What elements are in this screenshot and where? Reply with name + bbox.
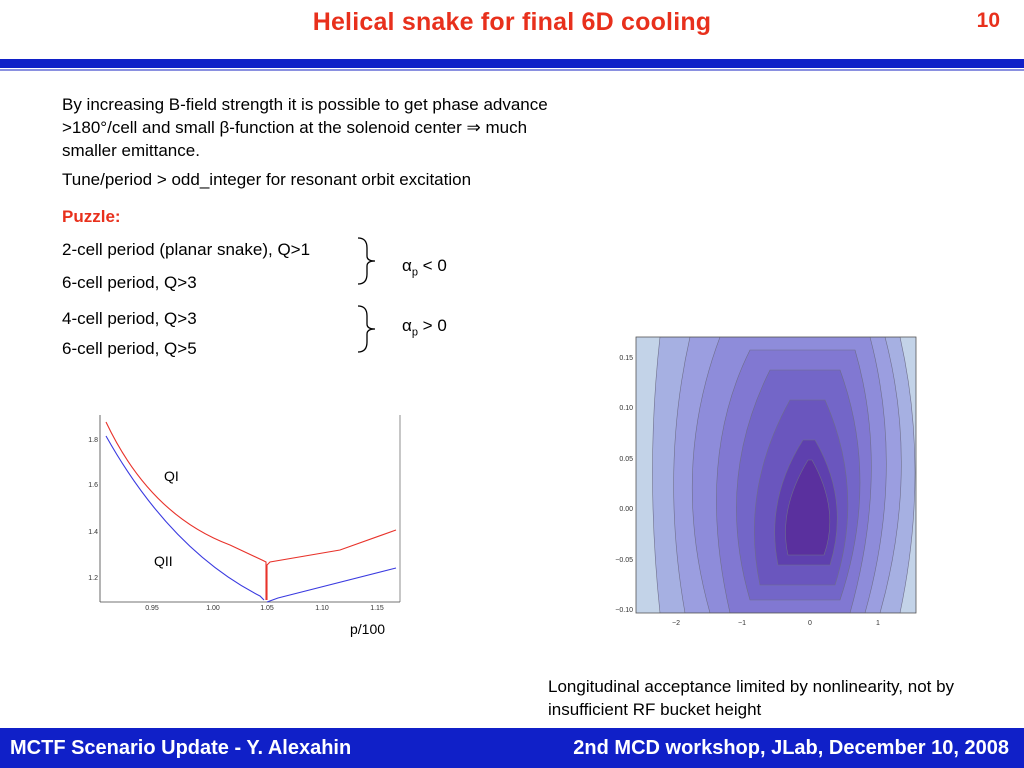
- footer-bar: MCTF Scenario Update - Y. Alexahin 2nd M…: [0, 728, 1024, 768]
- bullet-phase-advance: By increasing B-field strength it is pos…: [62, 95, 548, 160]
- slide-title: Helical snake for final 6D cooling: [312, 8, 712, 36]
- tune-plot: 0.95 1.00 1.05 1.10 1.15 1.2 1.4 1.6 1.8…: [88, 415, 401, 637]
- puzzle-label: Puzzle:: [62, 207, 121, 226]
- contour-xticks: −2 −1 0 1: [672, 620, 880, 627]
- condition-3: 4-cell period, Q>3: [62, 309, 197, 328]
- xaxis-label: p/100: [350, 621, 385, 637]
- ytick-label: 1.2: [88, 575, 98, 582]
- xtick-label: −2: [672, 620, 680, 627]
- xtick-label: 0: [808, 620, 812, 627]
- alpha-positive: αp < 0 > 0: [402, 316, 447, 339]
- brace-group-1: [357, 237, 376, 285]
- qii-label: QII: [154, 553, 173, 569]
- xtick-label: 1.15: [370, 605, 384, 612]
- tune-plot-xticks: 0.95 1.00 1.05 1.10 1.15: [145, 605, 384, 612]
- brace-group-2: [357, 305, 376, 353]
- ytick-label: −0.05: [615, 557, 633, 564]
- ytick-label: 1.4: [88, 529, 98, 536]
- body-text: By increasing B-field strength it is pos…: [62, 93, 562, 197]
- xtick-label: 1.10: [315, 605, 329, 612]
- slide-number: 10: [976, 9, 1000, 32]
- condition-1: 2-cell period (planar snake), Q>1: [62, 240, 311, 259]
- tune-plot-yticks: 1.2 1.4 1.6 1.8: [88, 437, 98, 582]
- xtick-label: 0.95: [145, 605, 159, 612]
- ytick-label: 0.05: [619, 456, 633, 463]
- xtick-label: −1: [738, 620, 746, 627]
- condition-4: 6-cell period, Q>5: [62, 339, 197, 358]
- qi-label: QI: [164, 468, 179, 484]
- contour-levels: [652, 337, 916, 613]
- tune-plot-axes: [99, 415, 401, 603]
- qii-curve: [105, 435, 397, 603]
- footer-author: MCTF Scenario Update - Y. Alexahin: [10, 737, 352, 759]
- xtick-label: 1: [876, 620, 880, 627]
- ytick-label: 0.00: [619, 506, 633, 513]
- ytick-label: −0.10: [615, 607, 633, 614]
- contour-plot: 0.15 0.10 0.05 0.00 −0.05 −0.10 −2 −1 0 …: [615, 336, 917, 627]
- ytick-label: 0.15: [619, 355, 633, 362]
- ytick-label: 0.10: [619, 405, 633, 412]
- footer-event: 2nd MCD workshop, JLab, December 10, 200…: [573, 737, 1009, 759]
- ytick-label: 1.8: [88, 437, 98, 444]
- xtick-label: 1.00: [206, 605, 220, 612]
- contour-caption: Longitudinal acceptance limited by nonli…: [548, 677, 955, 719]
- alpha-negative: αp < 0: [402, 256, 447, 279]
- qi-curve: [105, 421, 397, 600]
- header-bar-shadow: [0, 69, 1024, 71]
- contour-frame: [635, 336, 917, 614]
- xtick-label: 1.05: [260, 605, 274, 612]
- contour-yticks: 0.15 0.10 0.05 0.00 −0.05 −0.10: [615, 355, 633, 614]
- condition-2: 6-cell period, Q>3: [62, 273, 197, 292]
- ytick-label: 1.6: [88, 482, 98, 489]
- bullet-tune-period: Tune/period > odd_integer for resonant o…: [62, 170, 472, 189]
- header-bar: [0, 59, 1024, 68]
